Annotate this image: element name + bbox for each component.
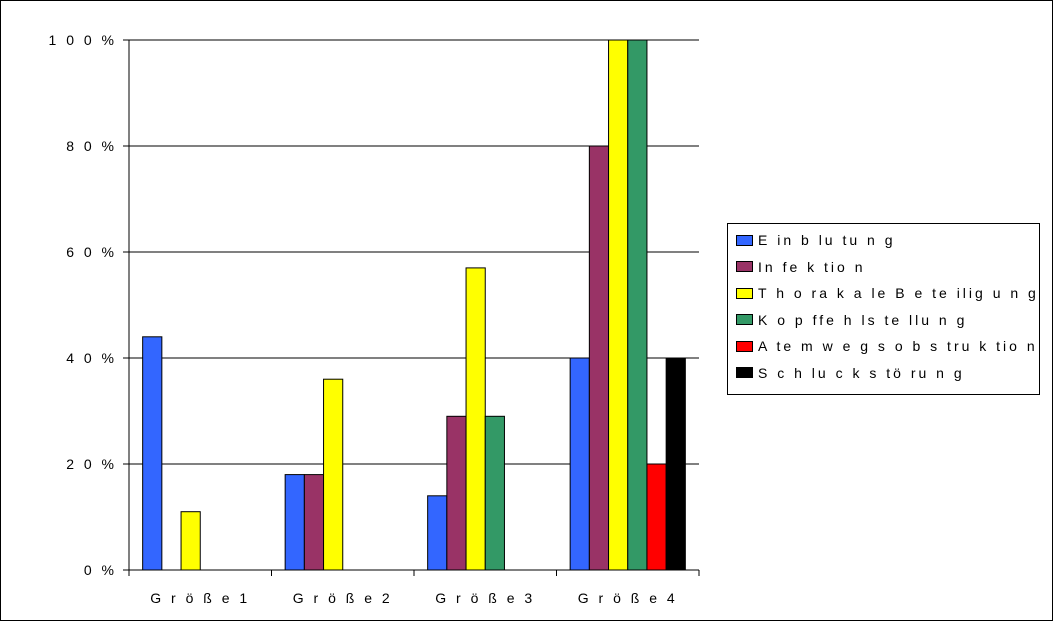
legend-item: In fe k tio n: [736, 257, 865, 277]
legend-label: E in b lu tu n g: [758, 232, 896, 248]
bar: [627, 39, 648, 571]
bar: [284, 474, 305, 571]
bar: [323, 378, 344, 571]
legend: E in b lu tu n g In fe k tio n T h o ra k …: [727, 223, 1040, 395]
legend-item: E in b lu tu n g: [736, 230, 896, 250]
bar: [484, 415, 505, 571]
bar: [588, 145, 610, 571]
x-tick-label: G r ö ß e 3: [435, 590, 535, 606]
bar: [465, 267, 486, 571]
bar: [180, 511, 201, 571]
legend-item: T h o ra k a le B e te ilig u n g: [736, 283, 1039, 303]
bar: [427, 495, 448, 571]
bar: [665, 357, 686, 571]
legend-item: A te m w e g s o b s tru k tio n: [736, 336, 1038, 356]
y-tick-label: 0 %: [84, 562, 117, 578]
legend-swatch: [736, 287, 753, 299]
legend-label: S c h lu c k s tö ru n g: [758, 364, 965, 381]
x-tick-label: G r ö ß e 2: [293, 590, 393, 606]
x-tick-label: G r ö ß e 1: [150, 590, 250, 606]
y-tick-label: 8 0 %: [66, 138, 117, 154]
y-tick-label: 1 0 0 %: [49, 32, 117, 48]
legend-swatch: [736, 314, 753, 325]
y-tick-label: 4 0 %: [66, 350, 117, 366]
legend-label: In fe k tio n: [758, 258, 866, 275]
bar: [569, 357, 590, 571]
bar: [646, 463, 667, 571]
legend-swatch: [736, 234, 753, 246]
legend-item: K o p ffe h ls te llu n g: [736, 310, 967, 330]
bar: [303, 474, 325, 571]
legend-swatch: [736, 367, 753, 378]
legend-swatch: [736, 261, 753, 272]
bar: [608, 39, 629, 571]
x-tick-label: G r ö ß e 4: [578, 590, 678, 606]
y-tick-label: 6 0 %: [66, 244, 117, 260]
legend-label: A te m w e g s o b s tru k tio n: [758, 338, 1038, 354]
legend-item: S c h lu c k s tö ru n g: [736, 363, 965, 383]
bar: [446, 415, 467, 571]
legend-swatch: [736, 340, 753, 352]
legend-label: K o p ffe h ls te llu n g: [758, 311, 968, 328]
legend-label: T h o ra k a le B e te ilig u n g: [758, 285, 1039, 301]
y-tick-label: 2 0 %: [66, 456, 117, 472]
bar: [142, 336, 163, 571]
